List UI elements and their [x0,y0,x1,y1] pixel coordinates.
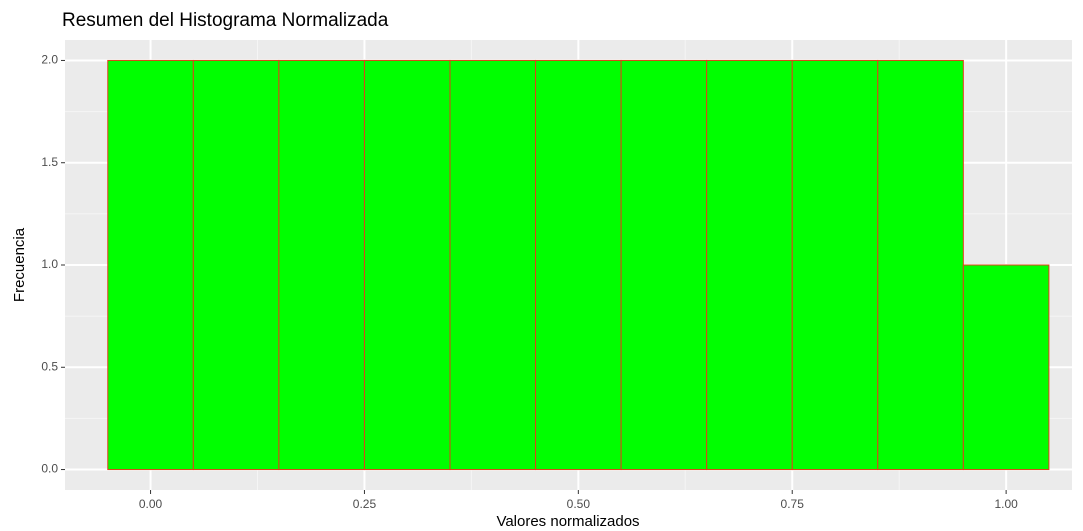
x-tick-label: 0.00 [139,497,163,511]
y-axis-label: Frecuencia [11,227,28,302]
bar [791,59,879,471]
x-tick-label: 0.50 [567,497,591,511]
bar [620,59,708,471]
bar [449,59,537,471]
y-tick-label: 2.0 [41,53,58,67]
bar [107,59,194,471]
y-tick-label: 1.0 [41,257,58,271]
bar [535,59,622,471]
bar [363,59,451,471]
chart-title: Resumen del Histograma Normalizada [62,10,389,31]
y-tick-label: 0.0 [41,462,58,476]
x-tick-label: 0.25 [353,497,377,511]
bars [107,59,1050,471]
bar [192,59,280,471]
y-tick-label: 0.5 [41,359,58,373]
x-tick-label: 1.00 [994,497,1018,511]
y-tick-label: 1.5 [41,155,58,169]
bar [877,59,964,471]
bar [278,59,365,471]
x-tick-label: 0.75 [781,497,805,511]
bar [706,59,793,471]
bar [962,264,1050,471]
x-axis-label: Valores normalizados [496,513,639,530]
